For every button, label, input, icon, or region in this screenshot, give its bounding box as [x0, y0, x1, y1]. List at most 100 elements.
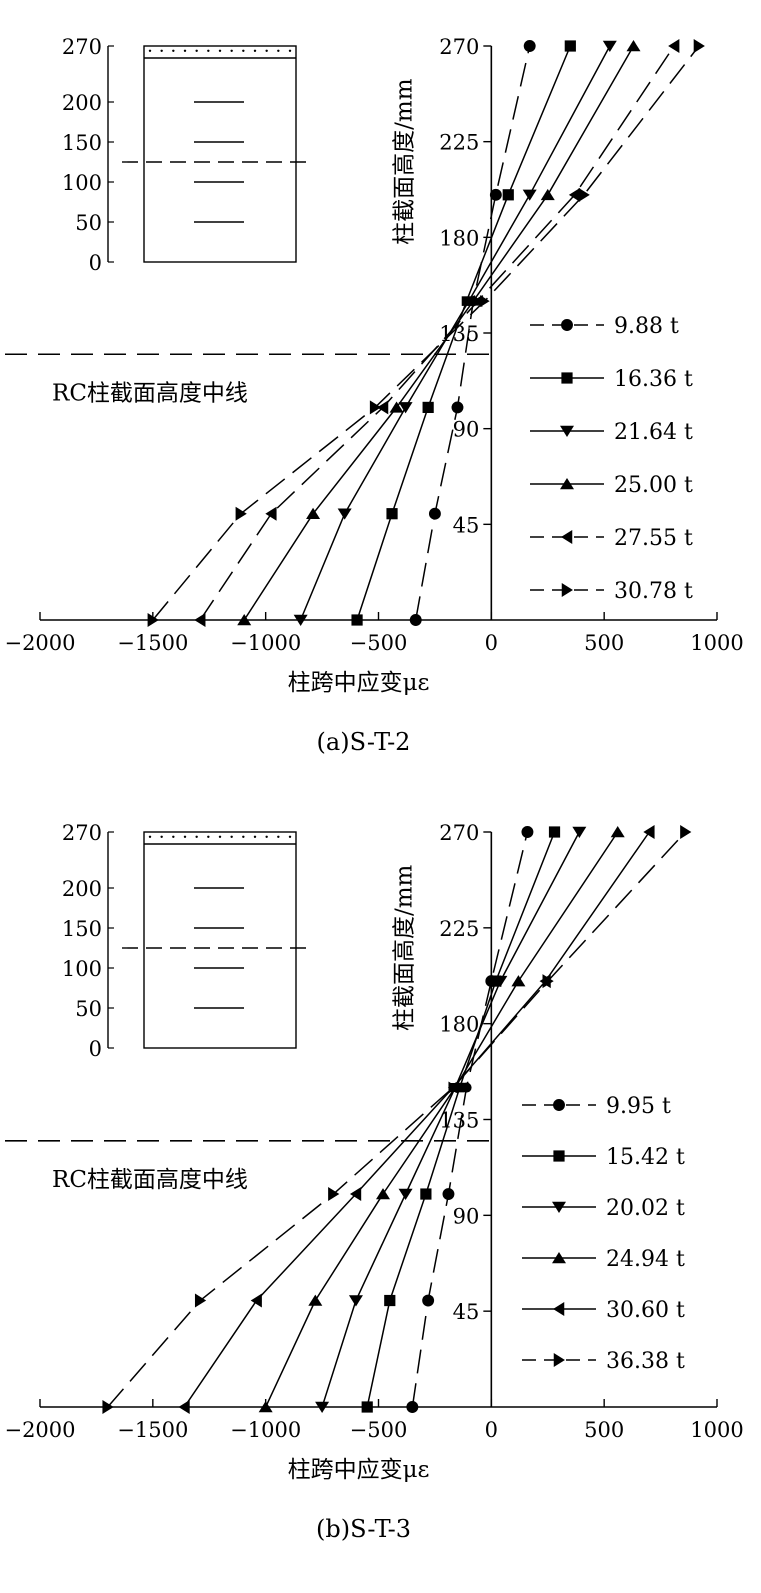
- data-point-marker: [448, 1081, 459, 1094]
- data-point-marker: [420, 1188, 432, 1200]
- y-tick-label: 270: [439, 821, 479, 845]
- flange-dot: [195, 49, 198, 52]
- series-line: [321, 831, 580, 1408]
- legend-item: 30.60 t: [522, 1298, 685, 1323]
- flange-dot: [265, 835, 268, 838]
- y-tick-label: 225: [439, 131, 479, 155]
- data-point-marker: [511, 975, 526, 987]
- column-section-box: [143, 45, 297, 263]
- series-line: [356, 45, 571, 621]
- x-tick-label: 1000: [690, 1418, 743, 1442]
- series-6: [102, 825, 692, 1414]
- x-tick-label: 0: [485, 631, 498, 655]
- column-inset: 0 50 100 150 200 270: [62, 35, 312, 275]
- data-point-marker: [540, 188, 555, 201]
- series-line: [299, 45, 611, 621]
- series-6: [147, 39, 705, 627]
- y-tick-label: 180: [439, 1013, 479, 1037]
- data-point-marker: [502, 189, 514, 201]
- data-point-marker: [102, 1400, 114, 1414]
- series-5: [194, 39, 680, 627]
- series-line: [152, 45, 700, 621]
- legend-item: 30.78 t: [530, 579, 693, 604]
- data-point-marker: [522, 189, 537, 201]
- flange-dot: [265, 49, 268, 52]
- flange-dot: [207, 835, 210, 838]
- data-point-marker: [451, 401, 464, 414]
- x-tick-label: −500: [350, 1418, 408, 1442]
- series-line: [243, 45, 635, 621]
- data-point-marker: [361, 1401, 373, 1413]
- data-point-marker: [564, 40, 576, 52]
- data-point-marker: [480, 295, 490, 308]
- data-point-marker: [351, 614, 363, 626]
- flange-dot: [288, 49, 292, 52]
- legend-item: 15.42 t: [522, 1145, 685, 1170]
- data-point-marker: [693, 39, 705, 53]
- legend-marker: [553, 1353, 565, 1367]
- data-point-marker: [377, 400, 389, 415]
- legend-item: 36.38 t: [522, 1349, 685, 1374]
- series-line: [366, 831, 556, 1408]
- legend-item: 9.88 t: [530, 314, 679, 339]
- data-point-marker: [306, 507, 321, 519]
- inset-tick-label: 0: [89, 1037, 102, 1061]
- data-point-marker: [250, 1293, 262, 1308]
- legend-label: 30.78 t: [614, 579, 693, 604]
- legend-marker: [553, 1150, 565, 1162]
- legend-item: 21.64 t: [530, 420, 693, 445]
- data-point-marker: [308, 1294, 323, 1306]
- flange-dot: [218, 49, 222, 52]
- inset-tick-label: 150: [62, 131, 102, 155]
- legend-label: 21.64 t: [614, 420, 693, 445]
- x-tick-label: −1000: [230, 1418, 301, 1442]
- data-point-marker: [398, 1188, 413, 1200]
- data-point-marker: [194, 613, 206, 627]
- column-section-box: [143, 831, 297, 1049]
- legend-marker: [560, 425, 574, 437]
- data-point-marker: [376, 1188, 391, 1200]
- flange-dot: [160, 49, 163, 52]
- data-point-marker: [422, 1294, 435, 1307]
- inset-tick-label: 50: [75, 211, 102, 235]
- legend-marker: [552, 1252, 566, 1264]
- legend-marker: [552, 1201, 566, 1213]
- data-point-marker: [454, 1082, 465, 1093]
- x-tick-label: 500: [584, 631, 624, 655]
- flange-dot: [288, 835, 292, 838]
- inset-tick-label: 200: [62, 877, 102, 901]
- flange-dot: [277, 835, 280, 838]
- series-2: [361, 826, 561, 1413]
- data-point-marker: [237, 614, 252, 626]
- data-point-marker: [147, 613, 159, 627]
- y-tick-label: 270: [439, 35, 479, 59]
- x-tick-label: −2000: [4, 631, 75, 655]
- legend-label: 15.42 t: [606, 1145, 685, 1170]
- data-point-marker: [293, 614, 308, 626]
- inset-tick-label: 270: [62, 35, 102, 59]
- flange-dot: [195, 835, 198, 838]
- flange-dot: [207, 49, 210, 52]
- flange-dot: [242, 835, 245, 838]
- data-point-marker: [337, 508, 352, 520]
- flange-dot: [172, 835, 175, 838]
- chart-caption: (a)S-T-2: [317, 728, 411, 756]
- data-point-marker: [178, 1400, 190, 1414]
- chart-b: −2000 −1500 −1000 −500 0 500 10004590135180225…: [4, 821, 743, 1543]
- column-inset: 0 50 100 150 200 270: [62, 821, 312, 1061]
- y-tick-label: 45: [453, 513, 480, 537]
- flange-dot: [277, 49, 280, 52]
- series-5: [178, 825, 655, 1414]
- flange-dot: [242, 49, 245, 52]
- legend-label: 36.38 t: [606, 1349, 685, 1374]
- rc-midline-label: RC柱截面高度中线: [52, 1167, 248, 1193]
- inset-tick-label: 0: [89, 251, 102, 275]
- inset-tick-label: 200: [62, 91, 102, 115]
- data-point-marker: [523, 40, 536, 52]
- data-point-marker: [369, 400, 382, 415]
- legend-item: 9.95 t: [522, 1094, 671, 1119]
- legend-item: 24.94 t: [522, 1247, 685, 1272]
- y-tick-label: 225: [439, 917, 479, 941]
- legend-label: 9.95 t: [606, 1094, 671, 1119]
- data-point-marker: [680, 825, 692, 839]
